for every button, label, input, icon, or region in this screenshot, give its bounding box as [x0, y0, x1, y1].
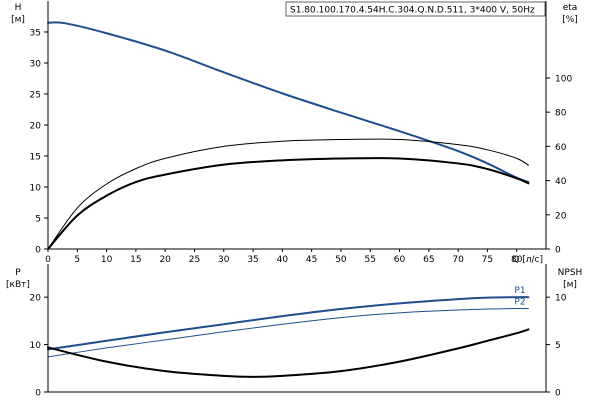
left-tick-label: 0	[35, 389, 41, 399]
series-line-0-1	[47, 138, 529, 250]
right-tick-label: 10	[555, 294, 567, 304]
right-tick-label: 100	[555, 74, 572, 84]
left-tick-label: 30	[30, 60, 42, 70]
x-tick-label: 70	[452, 255, 464, 265]
right-axis-label: eta	[563, 3, 578, 13]
x-tick-label: 50	[335, 255, 347, 265]
right-axis-unit: [%]	[562, 15, 578, 25]
text-layer: S1.80.100.170.4.54H.C.304.Q.N.D.511, 3*4…	[6, 1, 583, 399]
x-tick-label: 45	[306, 255, 317, 265]
x-tick-label: 80	[511, 255, 523, 265]
series-label-p1: P1	[514, 286, 525, 296]
left-axis-unit: [кВт]	[6, 280, 30, 290]
x-tick-label: 30	[218, 255, 230, 265]
right-tick-label: 20	[555, 211, 567, 221]
left-tick-label: 5	[35, 215, 41, 225]
x-tick-label: 65	[423, 255, 434, 265]
left-axis-label: H	[15, 3, 22, 13]
x-tick-label: 35	[247, 255, 258, 265]
right-tick-label: 0	[555, 246, 561, 256]
right-tick-label: 0	[555, 389, 561, 399]
series-line-0-2	[47, 157, 530, 250]
x-tick-label: 10	[101, 255, 113, 265]
left-tick-label: 25	[30, 91, 41, 101]
series-line-p1	[47, 296, 530, 351]
series-layer	[47, 21, 530, 378]
x-tick-label: 40	[277, 255, 289, 265]
right-axis-unit: [м]	[563, 280, 577, 290]
x-tick-label: 25	[189, 255, 200, 265]
series-line-p2	[47, 308, 529, 358]
series-label-p2: P2	[514, 298, 525, 308]
x-tick-label: 0	[45, 255, 51, 265]
chart-title: S1.80.100.170.4.54H.C.304.Q.N.D.511, 3*4…	[290, 6, 535, 16]
x-axis-label: Q [л/с]	[512, 255, 543, 265]
left-tick-label: 20	[30, 294, 42, 304]
left-tick-label: 10	[30, 341, 42, 351]
axes-layer	[44, 1, 550, 393]
series-line-0-0	[47, 21, 530, 184]
left-axis-unit: [м]	[11, 15, 25, 25]
title-box	[285, 1, 546, 17]
right-axis-label: NPSH	[558, 268, 583, 278]
left-tick-label: 0	[35, 246, 41, 256]
left-tick-label: 10	[30, 184, 42, 194]
left-tick-label: 15	[30, 153, 41, 163]
x-tick-label: 60	[394, 255, 406, 265]
left-tick-label: 35	[30, 29, 41, 39]
right-tick-label: 60	[555, 143, 567, 153]
left-axis-label: P	[15, 268, 21, 278]
x-tick-label: 15	[130, 255, 141, 265]
right-tick-label: 40	[555, 177, 567, 187]
x-tick-label: 75	[482, 255, 493, 265]
left-tick-label: 20	[30, 122, 42, 132]
series-line-1-2	[47, 328, 530, 378]
x-tick-label: 5	[74, 255, 80, 265]
x-tick-label: 55	[365, 255, 376, 265]
x-tick-label: 20	[159, 255, 171, 265]
right-tick-label: 80	[555, 109, 567, 119]
right-tick-label: 5	[555, 341, 561, 351]
